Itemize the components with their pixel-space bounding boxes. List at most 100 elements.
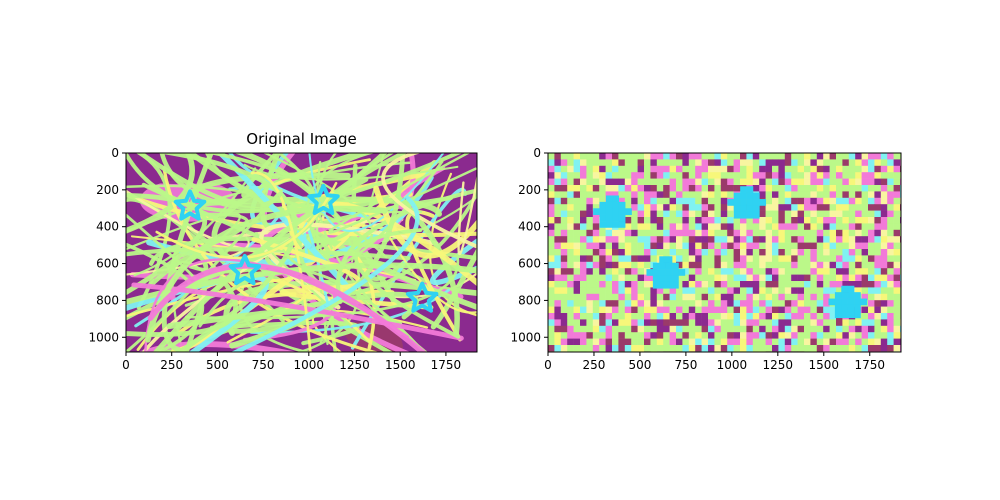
- star-marker: [828, 298, 836, 306]
- image-pixel: [848, 185, 856, 192]
- image-pixel: [701, 153, 709, 160]
- image-pixel: [688, 204, 696, 211]
- image-pixel: [708, 313, 715, 320]
- image-pixel: [573, 300, 581, 307]
- image-pixel: [708, 261, 715, 269]
- image-pixel: [836, 325, 843, 333]
- image-pixel: [682, 153, 690, 160]
- image-pixel: [893, 268, 901, 275]
- image-pixel: [765, 172, 773, 179]
- image-pixel: [695, 325, 702, 333]
- image-pixel: [880, 255, 888, 263]
- image-pixel: [708, 178, 715, 186]
- image-pixel: [586, 153, 594, 160]
- image-pixel: [637, 319, 645, 327]
- image-pixel: [554, 153, 562, 160]
- image-pixel: [804, 242, 811, 250]
- image-pixel: [720, 217, 728, 224]
- image-pixel: [868, 313, 875, 320]
- image-pixel: [624, 178, 632, 186]
- image-pixel: [727, 255, 734, 263]
- image-pixel: [567, 274, 574, 282]
- image-pixel: [778, 249, 786, 256]
- image-pixel: [631, 287, 638, 295]
- image-pixel: [612, 229, 619, 237]
- image-pixel: [592, 332, 600, 339]
- image-pixel: [804, 229, 811, 237]
- image-pixel: [829, 178, 837, 186]
- image-pixel: [688, 287, 696, 295]
- image-pixel: [676, 338, 683, 346]
- image-pixel: [682, 242, 690, 250]
- image-pixel: [560, 165, 568, 173]
- image-stroke: [386, 232, 477, 314]
- image-pixel: [733, 293, 741, 301]
- image-pixel: [669, 191, 677, 199]
- image-pixel: [772, 229, 779, 237]
- image-pixel: [631, 242, 638, 250]
- image-pixel: [765, 274, 773, 282]
- image-pixel: [804, 281, 811, 288]
- image-pixel: [663, 306, 670, 314]
- image-pixel: [791, 242, 798, 250]
- image-pixel: [695, 281, 702, 288]
- image-pixel: [887, 153, 894, 160]
- image-stroke: [126, 213, 202, 289]
- image-pixel: [784, 287, 792, 295]
- image-pixel: [848, 281, 856, 288]
- star-marker: [405, 281, 439, 313]
- image-pixel: [618, 261, 626, 269]
- image-pixel: [752, 172, 760, 179]
- image-pixel: [733, 185, 741, 192]
- image-pixel: [829, 255, 837, 263]
- image-pixel: [656, 332, 664, 339]
- image-pixel: [599, 178, 606, 186]
- image-pixel: [740, 345, 747, 352]
- image-pixel: [772, 185, 779, 192]
- image-pixel: [676, 191, 683, 199]
- image-pixel: [720, 236, 728, 243]
- image-pixel: [861, 178, 869, 186]
- image-pixel: [765, 223, 773, 231]
- image-pixel: [637, 159, 645, 167]
- image-pixel: [759, 345, 766, 352]
- image-pixel: [855, 325, 862, 333]
- image-pixel: [740, 261, 747, 269]
- image-pixel: [868, 261, 875, 269]
- image-pixel: [810, 287, 818, 295]
- image-pixel: [874, 338, 882, 346]
- image-pixel: [567, 185, 574, 192]
- image-pixel: [631, 300, 638, 307]
- image-pixel: [599, 191, 606, 199]
- image-pixel: [688, 178, 696, 186]
- image-pixel: [836, 319, 843, 327]
- image-pixel: [740, 274, 747, 282]
- image-pixel: [560, 197, 568, 205]
- image-pixel: [682, 325, 690, 333]
- image-panel-right: 0 250 500 750 1000 1250 1500 175002004006008001…: [510, 146, 902, 372]
- image-pixel: [797, 204, 805, 211]
- image-pixel: [733, 172, 741, 179]
- image-pixel: [650, 306, 658, 314]
- image-pixel: [733, 217, 741, 224]
- image-pixel: [848, 274, 856, 282]
- star-marker: [733, 205, 741, 213]
- image-pixel: [746, 223, 754, 231]
- image-pixel: [874, 261, 882, 269]
- image-pixel: [573, 325, 581, 333]
- image-pixel: [682, 159, 690, 167]
- image-pixel: [752, 249, 760, 256]
- image-pixel: [573, 242, 581, 250]
- image-pixel: [573, 204, 581, 211]
- image-pixel: [560, 293, 568, 301]
- image-pixel: [714, 229, 722, 237]
- image-pixel: [759, 332, 766, 339]
- image-pixel: [797, 281, 805, 288]
- image-pixel: [663, 319, 670, 327]
- image-pixel: [548, 313, 555, 320]
- image-pixel: [580, 249, 587, 256]
- image-stroke: [230, 195, 420, 352]
- image-pixel: [592, 319, 600, 327]
- image-pixel: [855, 281, 862, 288]
- image-pixel: [778, 236, 786, 243]
